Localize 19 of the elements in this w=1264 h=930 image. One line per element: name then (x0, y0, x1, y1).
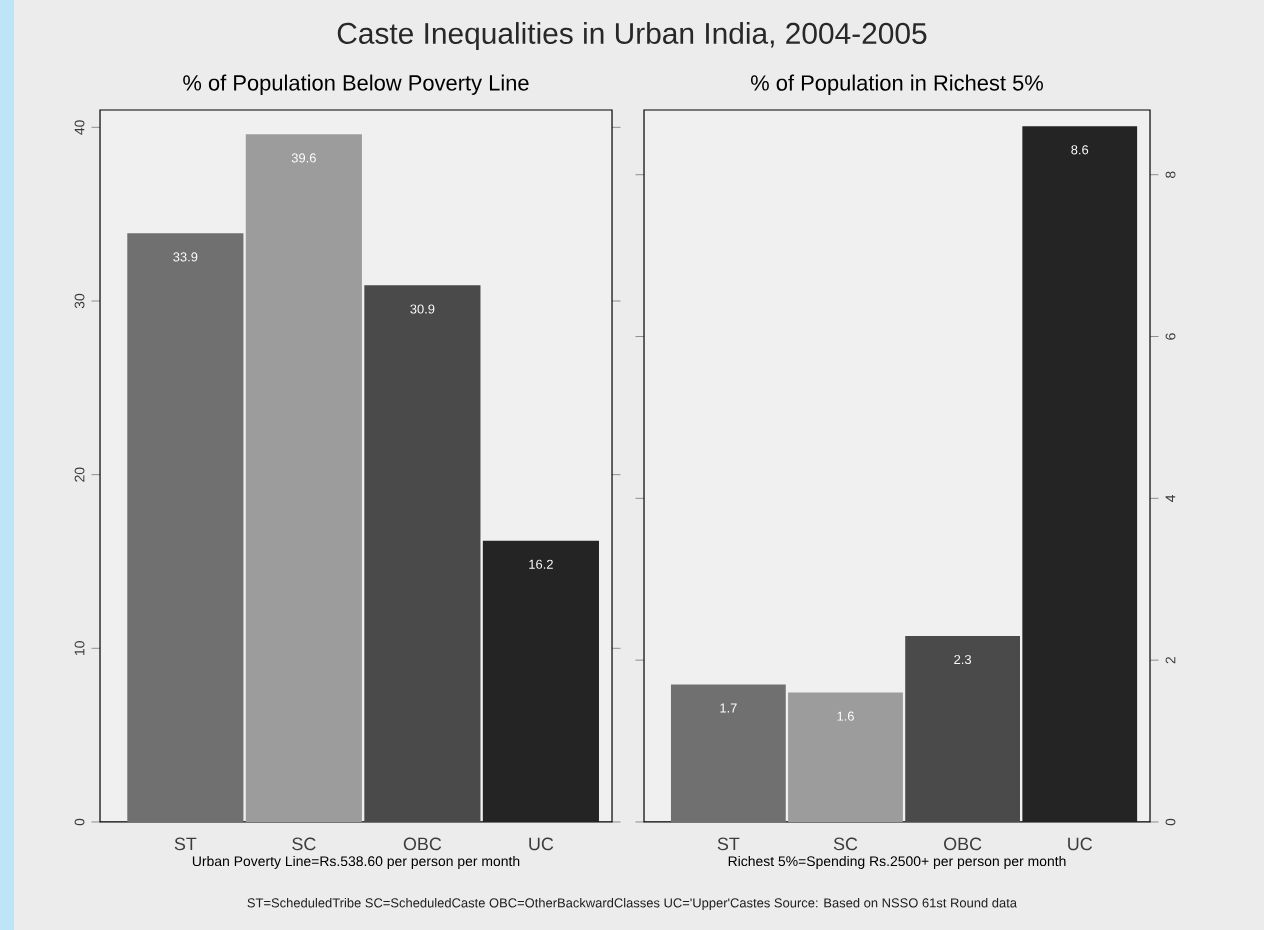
bar (482, 540, 599, 822)
x-tick-label: UC (529, 837, 554, 851)
chart-subtitle: % of Population in Richest 5% (750, 74, 1043, 95)
bar (670, 684, 786, 822)
chart-title: Caste Inequalities in Urban India, 2004-2005 (337, 22, 927, 50)
bar (245, 134, 362, 822)
bar (788, 692, 903, 822)
x-tick-label: ST (174, 837, 197, 851)
chart-subtitle: % of Population Below Poverty Line (183, 74, 529, 95)
x-tick-label: ST (717, 837, 740, 851)
x-tick-label: OBC (944, 837, 982, 851)
bar (905, 635, 1021, 822)
bar (1022, 126, 1138, 822)
bar (127, 233, 244, 822)
bar (364, 285, 481, 822)
x-tick-label: SC (833, 837, 858, 851)
x-tick-label: SC (292, 837, 316, 851)
x-tick-label: OBC (403, 837, 442, 851)
x-tick-label: UC (1068, 837, 1093, 851)
